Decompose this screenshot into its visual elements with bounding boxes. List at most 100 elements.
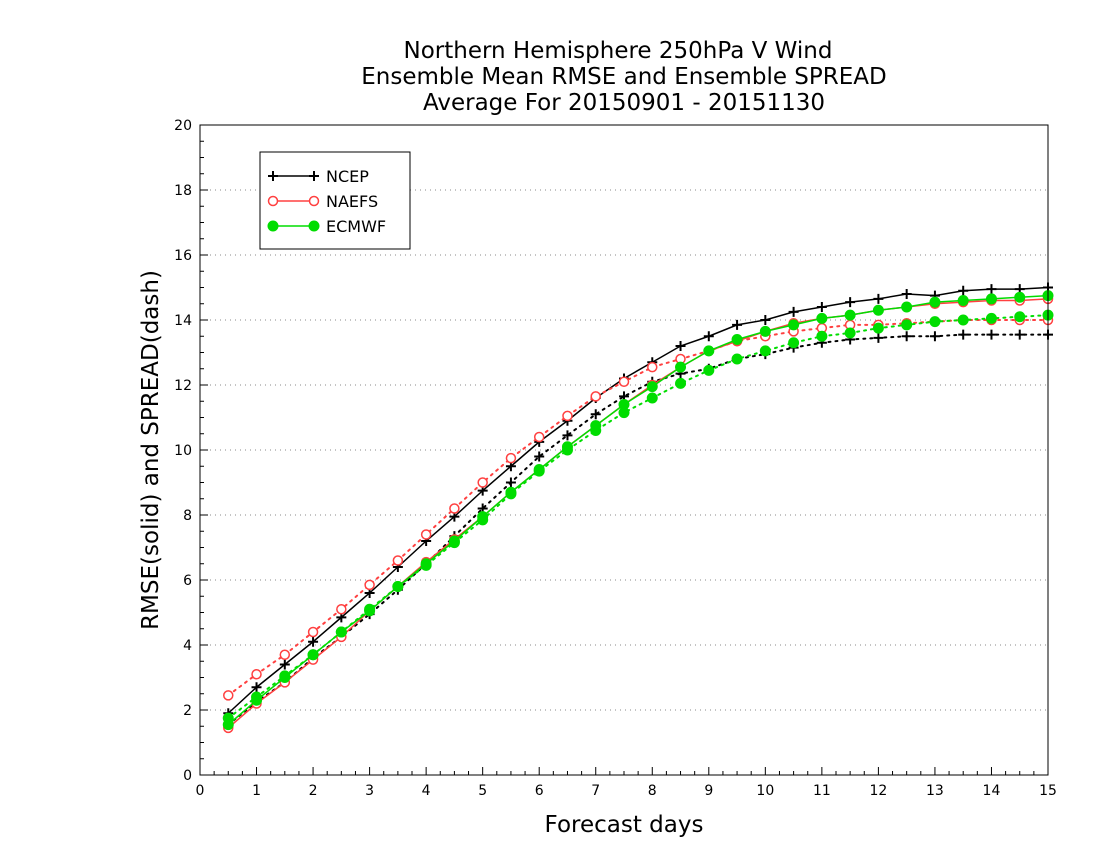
ncep-spread-point-28 xyxy=(1014,329,1025,340)
y-tick-label-3: 6 xyxy=(183,573,192,589)
legend-marker-naefs-end xyxy=(308,195,320,207)
x-tick-label-3: 3 xyxy=(365,783,374,799)
legend-marker-naefs-start xyxy=(267,195,279,207)
title-line-2: Ensemble Mean RMSE and Ensemble SPREAD xyxy=(361,64,886,90)
ecmwf-rmse-point-16 xyxy=(675,361,687,373)
ecmwf-rmse-point-8 xyxy=(448,535,460,547)
ecmwf-rmse-point-20 xyxy=(788,319,800,331)
x-tick-label-9: 9 xyxy=(704,783,713,799)
ecmwf-rmse-point-17 xyxy=(703,345,715,357)
x-tick-label-14: 14 xyxy=(983,783,1001,799)
legend-marker-ecmwf-end xyxy=(308,220,320,232)
ncep-rmse-point-1 xyxy=(251,682,262,693)
x-tick-label-0: 0 xyxy=(196,783,205,799)
ncep-spread-point-23 xyxy=(873,332,884,343)
ncep-spread-point-24 xyxy=(901,331,912,342)
legend-label-ecmwf: ECMWF xyxy=(326,217,386,236)
x-tick-label-13: 13 xyxy=(926,783,944,799)
ecmwf-rmse-point-23 xyxy=(872,304,884,316)
naefs-spread-point-13 xyxy=(590,391,601,402)
ecmwf-rmse-point-6 xyxy=(392,581,404,592)
legend: NCEP NAEFS ECMWF xyxy=(259,151,411,250)
ncep-rmse-line xyxy=(227,286,1049,714)
x-tick-label-7: 7 xyxy=(591,783,600,799)
x-tick-label-1: 1 xyxy=(252,783,261,799)
y-tick-label-6: 12 xyxy=(174,378,192,394)
ncep-rmse-point-22 xyxy=(845,297,856,308)
y-tick-label-9: 18 xyxy=(174,183,192,199)
ncep-spread-point-12 xyxy=(562,430,573,441)
x-tick-label-6: 6 xyxy=(535,783,544,799)
x-axis-label: Forecast days xyxy=(545,812,704,838)
y-tick-label-8: 16 xyxy=(174,248,192,264)
x-tick-label-5: 5 xyxy=(478,783,487,799)
naefs-spread-point-10 xyxy=(505,452,517,464)
ecmwf-rmse-point-11 xyxy=(533,464,545,475)
ncep-spread-point-11 xyxy=(534,451,545,462)
legend-label-naefs: NAEFS xyxy=(326,192,378,211)
legend-marker-ncep-end xyxy=(309,171,319,181)
legend-marker-ncep-start xyxy=(268,171,278,181)
naefs-spread-point-2 xyxy=(279,649,291,660)
ncep-rmse-point-18 xyxy=(732,319,743,330)
ecmwf-rmse-point-22 xyxy=(844,309,856,321)
y-tick-label-7: 14 xyxy=(174,313,192,329)
y-axis-label: RMSE(solid) and SPREAD(dash) xyxy=(138,270,164,630)
ecmwf-spread-point-23 xyxy=(872,322,884,334)
naefs-spread-point-12 xyxy=(562,410,573,422)
ecmwf-rmse-point-4 xyxy=(335,626,347,638)
ecmwf-rmse-point-24 xyxy=(901,301,913,313)
y-tick-label-5: 10 xyxy=(174,443,192,459)
ecmwf-rmse-point-13 xyxy=(590,420,602,432)
x-tick-label-12: 12 xyxy=(869,783,887,799)
y-axis: 0 2 4 6 8 10 12 14 16 18 20 xyxy=(174,118,208,784)
ecmwf-rmse-point-25 xyxy=(929,296,941,308)
legend-marker-ecmwf-start xyxy=(267,220,279,232)
ncep-rmse-point-27 xyxy=(986,284,997,295)
naefs-spread-point-14 xyxy=(618,376,630,387)
ecmwf-rmse-point-28 xyxy=(1014,291,1026,303)
ncep-rmse-point-20 xyxy=(788,306,799,317)
ecmwf-rmse-point-10 xyxy=(505,486,517,498)
ncep-spread-point-27 xyxy=(986,329,997,340)
ncep-spread-point-25 xyxy=(929,331,940,342)
naefs-spread-point-11 xyxy=(533,431,545,443)
y-tick-label-0: 0 xyxy=(183,768,192,784)
ecmwf-rmse-point-27 xyxy=(985,293,997,305)
ecmwf-rmse-point-19 xyxy=(759,325,771,337)
ecmwf-rmse-point-5 xyxy=(364,605,376,617)
ecmwf-rmse-point-7 xyxy=(420,558,432,570)
x-tick-label-2: 2 xyxy=(309,783,318,799)
ecmwf-rmse-point-15 xyxy=(646,381,658,393)
ncep-rmse-point-24 xyxy=(901,289,912,299)
ecmwf-spread-point-28 xyxy=(1014,311,1026,323)
ecmwf-spread-point-15 xyxy=(646,392,658,404)
ecmwf-rmse-point-9 xyxy=(477,511,489,523)
ecmwf-spread-line xyxy=(227,314,1049,720)
ecmwf-spread-point-18 xyxy=(731,353,743,365)
ecmwf-rmse-point-18 xyxy=(731,334,743,345)
x-tick-label-15: 15 xyxy=(1039,783,1057,799)
x-tick-label-10: 10 xyxy=(756,783,774,799)
title-line-3: Average For 20150901 - 20151130 xyxy=(423,90,825,116)
naefs-spread-point-7 xyxy=(420,529,432,540)
x-tick-label-4: 4 xyxy=(422,783,431,799)
ecmwf-rmse-point-26 xyxy=(957,295,969,306)
ecmwf-spread-point-22 xyxy=(844,327,856,339)
ecmwf-spread-point-16 xyxy=(675,377,687,389)
ecmwf-spread-point-21 xyxy=(816,330,828,342)
x-axis: 0 1 2 3 4 5 6 7 8 9 10 11 12 13 14 15 xyxy=(196,767,1057,799)
naefs-spread-point-3 xyxy=(307,626,319,638)
ncep-rmse-point-26 xyxy=(958,285,969,296)
title-line-1: Northern Hemisphere 250hPa V Wind xyxy=(404,38,833,64)
naefs-spread-line xyxy=(227,319,1049,697)
y-tick-label-1: 2 xyxy=(183,703,192,719)
naefs-spread-point-15 xyxy=(647,361,658,373)
ecmwf-spread-point-20 xyxy=(788,337,800,349)
naefs-spread-point-9 xyxy=(477,477,488,488)
ecmwf-spread-point-27 xyxy=(985,312,997,324)
ecmwf-rmse-point-1 xyxy=(251,694,263,706)
ncep-rmse-point-21 xyxy=(816,302,827,312)
y-tick-label-2: 4 xyxy=(183,638,192,654)
series-layer xyxy=(222,282,1054,734)
